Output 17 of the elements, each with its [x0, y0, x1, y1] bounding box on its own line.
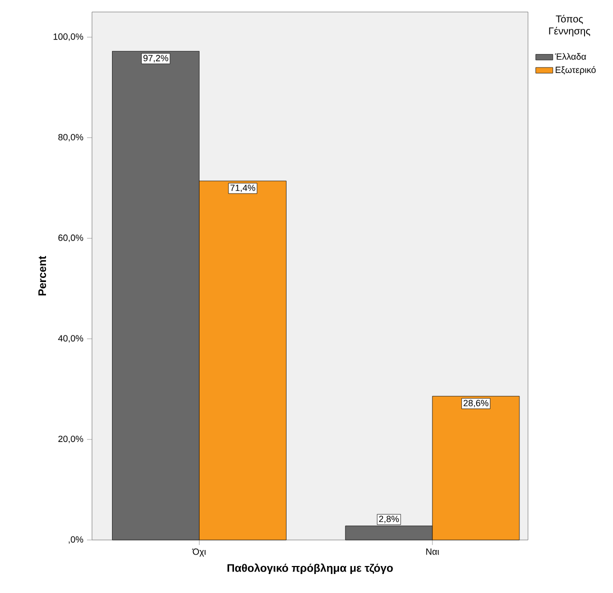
data-label: 2,8%: [379, 516, 399, 524]
y-tick-label: 60,0%: [58, 234, 84, 242]
data-label: 97,2%: [143, 54, 168, 62]
legend-label: Εξωτερικό: [556, 66, 596, 75]
x-tick-label: Ναι: [426, 548, 439, 555]
legend-title: Τόπος Γέννησης: [549, 14, 590, 36]
y-tick-label: ,0%: [68, 536, 84, 544]
legend-label: Έλλαδα: [554, 53, 586, 60]
x-tick-label: Όχι: [192, 548, 206, 557]
y-tick-label: 20,0%: [58, 436, 84, 444]
y-tick-label: 40,0%: [58, 335, 84, 343]
y-tick-label: 100,0%: [54, 33, 84, 41]
x-axis-title: Παθολογικό πρόβλημα με τζόγο: [228, 564, 393, 574]
data-label: 71,4%: [230, 184, 256, 192]
y-axis-title: Percent: [38, 256, 46, 296]
data-label: 28,6%: [464, 400, 488, 408]
y-tick-label: 80,0%: [58, 134, 84, 142]
